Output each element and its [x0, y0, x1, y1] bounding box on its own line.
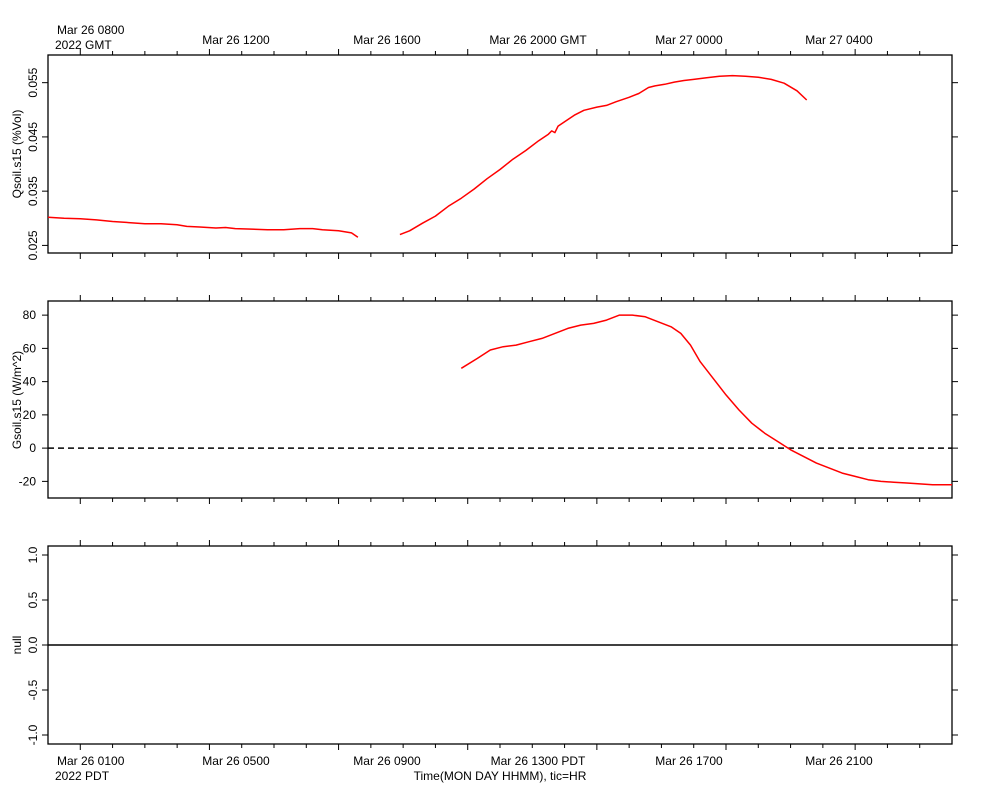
tick-marks: [42, 295, 958, 504]
series-line: [399, 74, 808, 236]
y-axis-title: Gsoil.s15 (W/m^2): [10, 351, 24, 449]
y-tick-label: 0.0: [26, 636, 40, 653]
bottom-tick-label: Mar 26 0900: [353, 754, 421, 768]
series-line: [460, 314, 952, 486]
panel-null: -1.0 -0.5 0.0 0.5 1.0 null: [10, 540, 958, 750]
y-tick-labels: -1.0 -0.5 0.0 0.5 1.0: [26, 546, 40, 745]
plot-frame: [47, 54, 953, 254]
y-tick-label: -1.0: [26, 724, 40, 745]
y-axis-title: null: [10, 636, 24, 655]
y-tick-label: 0.5: [26, 591, 40, 608]
y-tick-label: 0.035: [26, 176, 40, 206]
y-tick-label: 0: [29, 441, 36, 455]
top-tick-label: Mar 26 1600: [353, 33, 421, 47]
top-first-label-line1: Mar 26 0800: [57, 23, 125, 37]
y-tick-label: 1.0: [26, 546, 40, 563]
top-tick-label: Mar 26 1200: [202, 33, 270, 47]
bottom-tick-label: Mar 26 2100: [805, 754, 873, 768]
top-tick-label: Mar 27 0400: [805, 33, 873, 47]
y-tick-label: -20: [19, 474, 37, 488]
y-tick-label: 20: [23, 408, 37, 422]
panel-soil-moisture: 0.025 0.035 0.045 0.055 Qsoil.s15 (%Vol): [10, 49, 958, 260]
bottom-tick-label: Mar 26 1300 PDT: [491, 754, 586, 768]
bottom-first-label-line1: Mar 26 0100: [57, 754, 125, 768]
top-first-label-line2: 2022 GMT: [55, 38, 112, 52]
top-tick-label: Mar 27 0000: [655, 33, 723, 47]
y-tick-labels: 0.025 0.035 0.045 0.055: [26, 67, 40, 260]
bottom-tick-label: Mar 26 0500: [202, 754, 270, 768]
data-series: [460, 314, 952, 486]
panel-soil-heat-flux: -20 0 20 40 60 80 Gsoil.s15 (W/m^2): [10, 295, 958, 504]
tick-marks: [42, 540, 958, 750]
bottom-first-label-line2: 2022 PDT: [55, 769, 110, 783]
y-tick-label: 0.045: [26, 122, 40, 152]
top-tick-label: Mar 26 2000 GMT: [489, 33, 587, 47]
y-tick-label: 40: [23, 375, 37, 389]
y-tick-label: 0.025: [26, 230, 40, 260]
y-axis-title: Qsoil.s15 (%Vol): [10, 110, 24, 199]
bottom-tick-label: Mar 26 1700: [655, 754, 723, 768]
data-series: [47, 74, 808, 238]
y-tick-labels: -20 0 20 40 60 80: [19, 308, 37, 488]
y-tick-label: -0.5: [26, 679, 40, 700]
bottom-time-axis-labels: Mar 26 0100 2022 PDT Mar 26 0500 Mar 26 …: [55, 754, 873, 783]
series-line: [47, 216, 359, 238]
y-tick-label: 0.055: [26, 67, 40, 97]
top-time-axis-labels: Mar 26 0800 2022 GMT Mar 26 1200 Mar 26 …: [55, 23, 873, 52]
y-tick-label: 60: [23, 341, 37, 355]
y-tick-label: 80: [23, 308, 37, 322]
plot-frame: [47, 300, 953, 499]
tick-marks: [42, 49, 958, 259]
x-axis-title: Time(MON DAY HHMM), tic=HR: [414, 769, 587, 783]
